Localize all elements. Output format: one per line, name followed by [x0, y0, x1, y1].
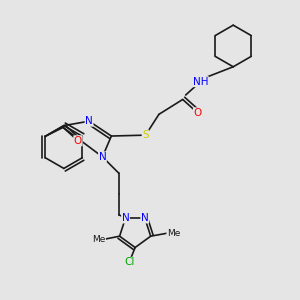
Text: N: N — [122, 213, 129, 223]
Text: Cl: Cl — [124, 257, 134, 267]
Text: NH: NH — [193, 76, 208, 87]
Text: O: O — [194, 108, 202, 118]
Text: N: N — [99, 152, 106, 162]
Text: N: N — [141, 213, 148, 223]
Text: S: S — [142, 130, 149, 140]
Text: Me: Me — [92, 235, 106, 244]
Text: N: N — [85, 116, 93, 126]
Text: O: O — [74, 136, 82, 146]
Text: Me: Me — [167, 229, 180, 238]
